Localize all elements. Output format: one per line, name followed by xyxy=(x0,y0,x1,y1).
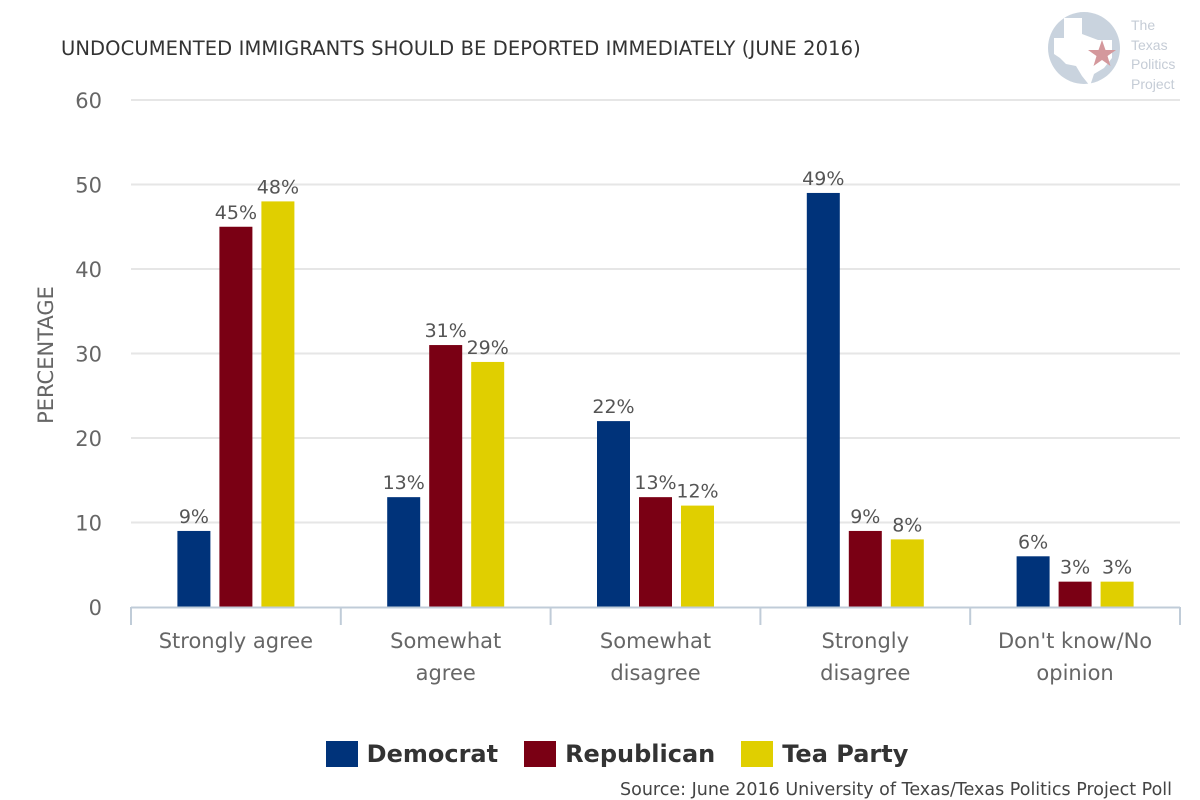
x-axis xyxy=(130,606,1181,625)
bar-democrat[interactable] xyxy=(806,192,840,607)
data-label: 9% xyxy=(179,506,209,528)
x-category-label: Strongly agree xyxy=(159,629,313,653)
x-axis-categories: Strongly agree Somewhat agree Somewhat disag… xyxy=(159,629,1152,685)
data-label: 31% xyxy=(425,320,467,342)
data-label: 9% xyxy=(850,506,880,528)
legend-item-tea-party[interactable]: Tea Party xyxy=(741,740,908,768)
y-tick-label: 40 xyxy=(75,258,102,282)
logo-text-line: The xyxy=(1131,17,1156,33)
data-label: 13% xyxy=(634,472,676,494)
legend-item-democrat[interactable]: Democrat xyxy=(325,740,499,768)
bar-republican[interactable] xyxy=(639,497,672,607)
legend-swatch-republican xyxy=(524,741,557,767)
bar-tea-party[interactable] xyxy=(471,361,505,607)
data-label: 48% xyxy=(257,176,299,198)
data-label: 12% xyxy=(676,481,718,503)
y-tick-label: 20 xyxy=(75,427,102,451)
y-axis-label: PERCENTAGE xyxy=(34,286,58,424)
legend-label: Democrat xyxy=(366,740,499,768)
bar-republican[interactable] xyxy=(429,345,463,607)
x-category-label: Somewhat xyxy=(600,629,711,653)
bar-democrat[interactable] xyxy=(1016,556,1050,607)
x-category-label: agree xyxy=(416,661,476,685)
data-label: 13% xyxy=(383,472,425,494)
texas-politics-project-logo xyxy=(1046,10,1196,90)
y-axis-ticks: 0 10 20 30 40 50 60 xyxy=(75,89,102,620)
bar-tea-party[interactable] xyxy=(681,505,714,607)
chart-title: UNDOCUMENTED IMMIGRANTS SHOULD BE DEPORT… xyxy=(61,37,861,60)
bar-democrat[interactable] xyxy=(177,530,211,607)
legend-swatch-tea-party xyxy=(741,741,774,767)
texas-map-star-icon xyxy=(1048,12,1120,86)
y-tick-label: 60 xyxy=(75,89,102,113)
x-category-label: Somewhat xyxy=(390,629,501,653)
bars xyxy=(177,192,1134,607)
legend: Democrat Republican Tea Party xyxy=(0,740,1200,768)
legend-label: Republican xyxy=(565,740,716,768)
y-tick-label: 10 xyxy=(75,512,102,536)
bar-tea-party[interactable] xyxy=(261,201,295,607)
legend-item-republican[interactable]: Republican xyxy=(524,740,715,768)
logo-text-line: Project xyxy=(1131,75,1175,92)
data-label: 8% xyxy=(892,514,922,536)
data-label: 29% xyxy=(467,337,509,359)
data-label: 3% xyxy=(1060,557,1090,579)
bar-republican[interactable] xyxy=(1058,581,1092,607)
data-labels: 9%45%48%13%31%29%22%13% 12%49%9% 8%6%3% 3% xyxy=(179,168,1132,579)
y-tick-label: 50 xyxy=(75,174,102,198)
logo-text-line: Texas xyxy=(1131,36,1168,53)
y-tick-label: 0 xyxy=(89,596,102,620)
data-label: 6% xyxy=(1018,531,1048,553)
legend-label: Tea Party xyxy=(782,740,909,768)
legend-swatch-democrat xyxy=(325,741,358,767)
x-category-label: Don't know/No xyxy=(998,629,1152,653)
data-label: 3% xyxy=(1102,557,1132,579)
x-category-label: disagree xyxy=(820,661,910,685)
x-category-label: opinion xyxy=(1036,661,1113,685)
x-category-label: disagree xyxy=(610,661,700,685)
logo-text-line: Politics xyxy=(1131,56,1176,72)
bar-republican[interactable] xyxy=(848,530,882,607)
source-note: Source: June 2016 University of Texas/Te… xyxy=(620,780,1172,800)
bar-republican[interactable] xyxy=(219,226,253,607)
logo-text: The Texas Politics Project xyxy=(1131,16,1175,94)
data-label: 22% xyxy=(592,396,634,418)
bar-democrat[interactable] xyxy=(597,421,630,607)
bar-tea-party[interactable] xyxy=(890,539,924,607)
x-category-label: Strongly xyxy=(822,629,910,653)
bar-tea-party[interactable] xyxy=(1100,581,1134,607)
data-label: 49% xyxy=(802,168,844,190)
bar-democrat[interactable] xyxy=(387,497,421,607)
data-label: 45% xyxy=(215,202,257,224)
y-tick-label: 30 xyxy=(75,343,102,367)
